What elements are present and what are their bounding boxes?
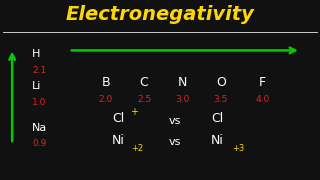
Text: 2.5: 2.5 bbox=[137, 95, 151, 104]
Text: Cl: Cl bbox=[212, 112, 224, 125]
Text: O: O bbox=[216, 76, 226, 89]
Text: N: N bbox=[178, 76, 187, 89]
Text: Ni: Ni bbox=[211, 134, 224, 147]
Text: 2.1: 2.1 bbox=[32, 66, 46, 75]
Text: +: + bbox=[131, 107, 139, 117]
Text: H: H bbox=[32, 49, 40, 59]
Text: 0.9: 0.9 bbox=[32, 140, 46, 148]
Text: vs: vs bbox=[168, 116, 180, 126]
Text: C: C bbox=[140, 76, 148, 89]
Text: Cl: Cl bbox=[112, 112, 124, 125]
Text: vs: vs bbox=[168, 137, 180, 147]
Text: 3.5: 3.5 bbox=[214, 95, 228, 104]
Text: Li: Li bbox=[32, 81, 41, 91]
Text: 3.0: 3.0 bbox=[175, 95, 189, 104]
Text: 1.0: 1.0 bbox=[32, 98, 46, 107]
Text: +3: +3 bbox=[232, 144, 244, 153]
Text: +2: +2 bbox=[131, 144, 143, 153]
Text: Na: Na bbox=[32, 123, 47, 133]
Text: 4.0: 4.0 bbox=[255, 95, 269, 104]
Text: F: F bbox=[259, 76, 266, 89]
Text: 2.0: 2.0 bbox=[99, 95, 113, 104]
Text: B: B bbox=[101, 76, 110, 89]
Text: Electronegativity: Electronegativity bbox=[66, 5, 254, 24]
Text: Ni: Ni bbox=[112, 134, 125, 147]
